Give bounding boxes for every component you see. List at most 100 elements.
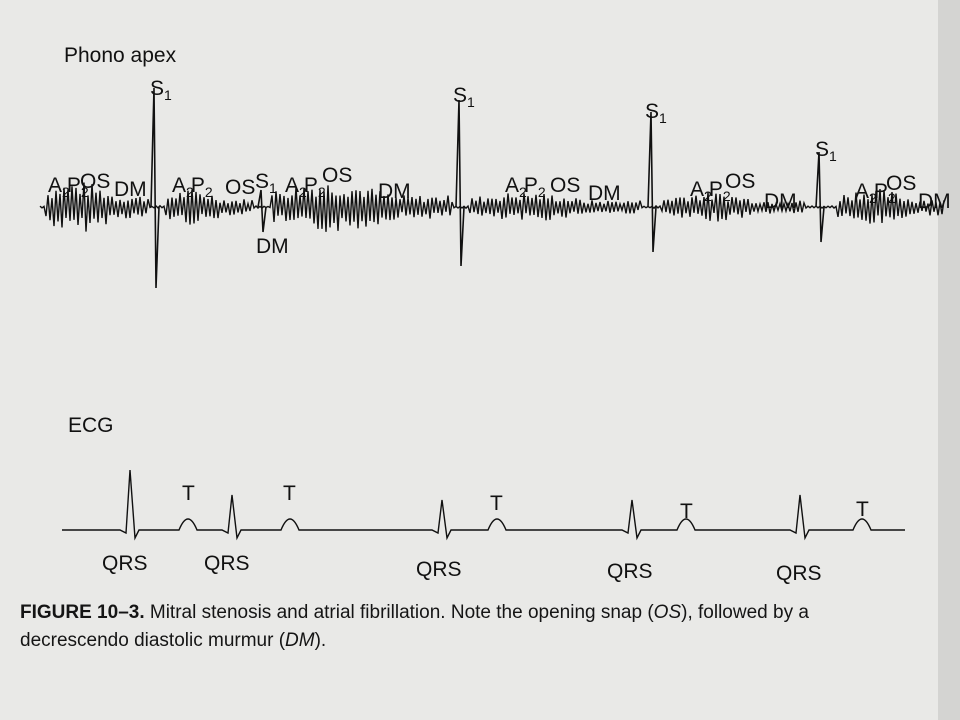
subscript: 2 bbox=[318, 184, 326, 200]
ecg-annotation: QRS bbox=[204, 552, 250, 575]
caption-text: ). bbox=[315, 630, 327, 651]
page-edge bbox=[938, 0, 960, 720]
annotation-text: S bbox=[255, 170, 269, 193]
annotation-text: DM bbox=[378, 180, 411, 203]
ecg-annotation: T bbox=[490, 492, 503, 515]
annotation-text: P bbox=[709, 178, 723, 201]
phono-spike bbox=[815, 151, 825, 243]
phono-annotation: OS bbox=[550, 174, 580, 197]
phono-annotation: DM bbox=[918, 190, 951, 213]
annotation-text: A bbox=[285, 174, 299, 197]
subscript: 2 bbox=[519, 184, 527, 200]
ecg-annotation: QRS bbox=[416, 558, 462, 581]
ecg-annotation: T bbox=[856, 498, 869, 521]
annotation-text: OS bbox=[80, 170, 110, 193]
phono-label: Phono apex bbox=[64, 44, 177, 67]
ecg-annotation: QRS bbox=[102, 552, 148, 575]
ecg-annotation: T bbox=[283, 482, 296, 505]
caption-text: decrescendo diastolic murmur ( bbox=[20, 630, 286, 651]
subscript: 2 bbox=[723, 188, 731, 204]
phono-annotation: DM bbox=[378, 180, 411, 203]
phono-annotation: OS bbox=[725, 170, 755, 193]
phono-annotation: OS bbox=[322, 164, 352, 187]
annotation-text: P bbox=[191, 174, 205, 197]
phono-annotation: DM bbox=[114, 178, 147, 201]
subscript: 2 bbox=[62, 184, 70, 200]
phono-annotation: DM bbox=[588, 182, 621, 205]
phono-annotation: OS bbox=[225, 176, 255, 199]
annotation-text: S bbox=[150, 77, 164, 100]
caption-text: ), followed by a bbox=[681, 602, 809, 623]
ecg-annotation: T bbox=[182, 482, 195, 505]
phono-spike bbox=[455, 99, 465, 267]
phono-annotation: OS bbox=[886, 172, 916, 195]
ecg-annotation: QRS bbox=[607, 560, 653, 583]
ecg-annotation: QRS bbox=[776, 562, 822, 585]
caption-text: Mitral stenosis and atrial fibrillation.… bbox=[145, 602, 655, 623]
annotation-text: OS bbox=[225, 176, 255, 199]
subscript: 2 bbox=[888, 190, 896, 206]
annotation-text: P bbox=[874, 180, 888, 203]
annotation-text: OS bbox=[322, 164, 352, 187]
phono-annotation: DM bbox=[764, 190, 797, 213]
annotation-text: DM bbox=[588, 182, 621, 205]
subscript: 1 bbox=[164, 87, 172, 103]
annotation-text: DM bbox=[764, 190, 797, 213]
subscript: 2 bbox=[538, 184, 546, 200]
phono-annotation: S1 bbox=[150, 77, 172, 103]
annotation-text: P bbox=[67, 174, 81, 197]
caption-text: DM bbox=[285, 630, 315, 651]
ecg-trace bbox=[62, 469, 905, 541]
subscript: 2 bbox=[81, 184, 89, 200]
phono-annotation: DM bbox=[256, 235, 289, 258]
annotation-text: S bbox=[645, 100, 659, 123]
phono-annotation: S1 bbox=[255, 170, 277, 196]
phono-annotation: A2P2 bbox=[690, 178, 731, 204]
annotation-text: DM bbox=[114, 178, 147, 201]
annotation-text: S bbox=[453, 84, 467, 107]
phono-spike bbox=[150, 87, 160, 289]
annotation-text: OS bbox=[550, 174, 580, 197]
annotation-text: DM bbox=[918, 190, 951, 213]
annotation-text: DM bbox=[256, 235, 289, 258]
annotation-text: P bbox=[524, 174, 538, 197]
phono-annotation: S1 bbox=[453, 84, 475, 110]
annotation-text: A bbox=[855, 180, 869, 203]
phono-annotation: A2P2 bbox=[172, 174, 213, 200]
phono-annotation: A2P2 bbox=[505, 174, 546, 200]
subscript: 2 bbox=[704, 188, 712, 204]
caption-number: FIGURE 10–3. bbox=[20, 602, 145, 623]
annotation-text: P bbox=[304, 174, 318, 197]
phono-annotation: S1 bbox=[815, 138, 837, 164]
phono-spike bbox=[647, 111, 657, 253]
subscript: 1 bbox=[659, 110, 667, 126]
waveforms bbox=[39, 87, 945, 541]
phono-annotation: OS bbox=[80, 170, 110, 193]
annotation-text: A bbox=[172, 174, 186, 197]
subscript: 1 bbox=[829, 148, 837, 164]
phono-annotation: S1 bbox=[645, 100, 667, 126]
annotation-text: A bbox=[690, 178, 704, 201]
phono-annotation: A2P2 bbox=[285, 174, 326, 200]
caption-line: FIGURE 10–3. Mitral stenosis and atrial … bbox=[20, 602, 809, 623]
phono-trace bbox=[39, 182, 945, 232]
annotation-text: A bbox=[48, 174, 62, 197]
subscript: 1 bbox=[467, 94, 475, 110]
subscript: 2 bbox=[186, 184, 194, 200]
phono-spike bbox=[257, 189, 267, 233]
caption-line: decrescendo diastolic murmur (DM). bbox=[20, 630, 326, 651]
ecg-annotation: T bbox=[680, 500, 693, 523]
annotation-text: OS bbox=[886, 172, 916, 195]
annotation-text: OS bbox=[725, 170, 755, 193]
ecg-label: ECG bbox=[68, 414, 114, 437]
subscript: 2 bbox=[869, 190, 877, 206]
annotation-text: A bbox=[505, 174, 519, 197]
subscript: 1 bbox=[269, 180, 277, 196]
annotation-text: S bbox=[815, 138, 829, 161]
phono-annotation: A2P2 bbox=[855, 180, 896, 206]
phono-annotation: A2P2 bbox=[48, 174, 89, 200]
subscript: 2 bbox=[299, 184, 307, 200]
